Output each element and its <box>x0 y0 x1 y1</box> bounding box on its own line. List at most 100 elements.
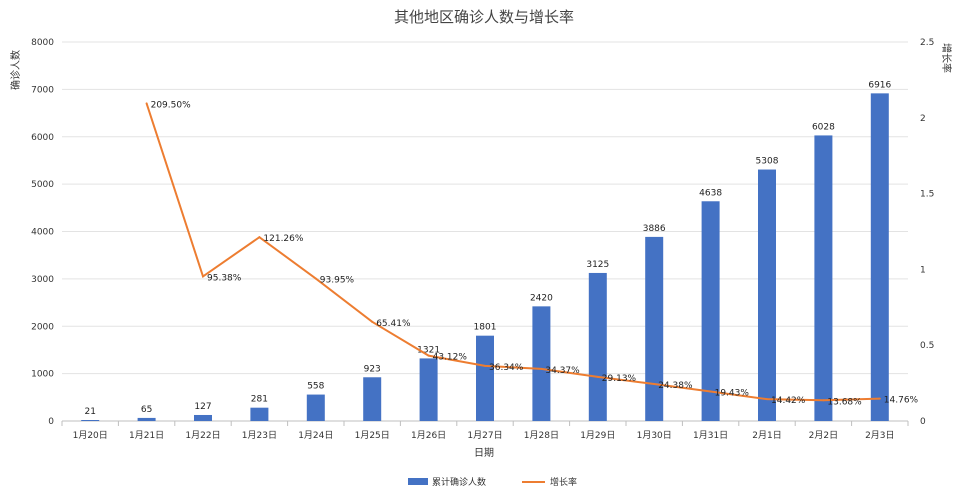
line-point <box>822 399 825 402</box>
y2-tick-label: 0 <box>920 417 926 427</box>
bar <box>532 306 551 421</box>
line-data-label: 121.26% <box>263 234 303 244</box>
bar <box>701 201 720 421</box>
bar <box>419 358 438 421</box>
x-tick-label: 1月29日 <box>580 430 615 441</box>
bar <box>250 407 269 421</box>
line-data-label: 29.13% <box>602 374 637 384</box>
bar-data-label: 6916 <box>868 80 891 90</box>
line-data-label: 34.37% <box>545 366 580 376</box>
line-point <box>202 275 204 278</box>
bar-data-label: 3125 <box>586 260 609 270</box>
bar <box>870 93 889 422</box>
line-point <box>540 367 543 370</box>
y-tick-label: 3000 <box>31 275 54 285</box>
x-tick-label: 1月25日 <box>355 430 390 441</box>
y2-axis-label: 增长率 <box>940 43 953 73</box>
bar-data-label: 281 <box>251 395 268 405</box>
y-tick-label: 5000 <box>31 180 54 190</box>
bar-data-label: 21 <box>84 407 95 417</box>
y2-tick-label: 2.5 <box>920 38 934 48</box>
x-tick-label: 1月23日 <box>242 430 277 441</box>
line-data-label: 36.34% <box>489 363 524 373</box>
line-data-label: 14.42% <box>771 396 806 406</box>
x-tick-label: 1月28日 <box>524 430 559 441</box>
line-data-label: 19.43% <box>715 389 750 399</box>
bar <box>476 335 494 421</box>
line-point <box>878 397 881 400</box>
y2-tick-label: 2 <box>920 114 926 124</box>
bar-data-label: 6028 <box>812 122 835 132</box>
x-tick-label: 2月3日 <box>865 430 894 441</box>
bar <box>645 236 664 421</box>
bar-data-label: 4638 <box>699 188 722 198</box>
y2-tick-label: 1 <box>920 265 926 275</box>
legend-swatch-bar <box>408 478 428 485</box>
line-point <box>258 236 261 239</box>
line-point <box>145 102 148 105</box>
line-point <box>427 354 430 357</box>
bar-series: 21 65 127 281 558 923 1321 1801 2420 3125 3886 4638… <box>81 80 892 422</box>
legend-label-bar: 累计确诊人数 <box>432 476 486 488</box>
line-point <box>653 383 656 386</box>
bar <box>194 414 212 421</box>
bar-data-label: 1801 <box>474 323 497 333</box>
bar-data-label: 65 <box>141 405 152 415</box>
growth-line <box>145 103 880 402</box>
bar-data-label: 3886 <box>643 224 666 234</box>
x-tick-label: 1月20日 <box>73 430 108 441</box>
gridlines <box>62 41 908 422</box>
x-tick-label: 2月2日 <box>809 430 838 441</box>
line-data-label: 14.76% <box>884 396 919 406</box>
y-tick-label: 6000 <box>31 133 54 143</box>
y-tick-label: 0 <box>48 417 54 427</box>
y2-tick-label: 0.5 <box>920 341 934 351</box>
x-tick-label: 1月27日 <box>467 430 502 441</box>
line-data-label: 13.68% <box>827 397 862 407</box>
line-point <box>314 277 317 280</box>
line-series: 209.50% 95.38% 121.26% 93.95% 65.41% 43.12% 36… <box>145 100 919 407</box>
y2-tick-label: 1.5 <box>920 190 934 200</box>
axes: 0 1000 2000 3000 4000 5000 6000 7000 8000 0 0.5 1 1.… <box>31 38 934 441</box>
line-point <box>596 375 599 378</box>
line-point <box>766 398 768 401</box>
bar <box>306 394 325 421</box>
bar <box>758 169 776 421</box>
line-data-label: 209.50% <box>151 100 191 110</box>
bar-data-label: 923 <box>364 364 381 374</box>
y-tick-label: 8000 <box>31 38 54 48</box>
y-axis-label: 确诊人数 <box>9 50 22 90</box>
x-tick-label: 1月24日 <box>298 430 333 441</box>
bar <box>363 377 382 421</box>
line-point <box>371 320 374 323</box>
y-tick-label: 4000 <box>31 228 54 238</box>
chart-title: 其他地区确诊人数与增长率 <box>394 8 574 26</box>
line-point <box>484 364 486 367</box>
bar <box>137 417 156 421</box>
bar <box>81 420 100 421</box>
bar-data-label: 2420 <box>530 293 553 303</box>
bar-data-label: 127 <box>194 402 211 412</box>
x-tick-label: 1月31日 <box>693 430 728 441</box>
bar <box>814 135 833 421</box>
line-data-label: 65.41% <box>376 319 411 329</box>
line-data-label: 43.12% <box>433 353 468 363</box>
x-tick-label: 1月22日 <box>185 430 220 441</box>
bar-data-label: 558 <box>307 382 324 392</box>
legend: 累计确诊人数 增长率 <box>408 476 577 488</box>
x-tick-label: 1月21日 <box>129 430 164 441</box>
line-data-label: 95.38% <box>207 273 242 283</box>
line-data-label: 93.95% <box>320 276 355 286</box>
x-axis-label: 日期 <box>474 447 494 459</box>
y-tick-label: 1000 <box>31 370 54 380</box>
legend-label-line: 增长率 <box>550 476 577 488</box>
line-point <box>709 390 712 393</box>
y-tick-label: 7000 <box>31 85 54 95</box>
y-tick-label: 2000 <box>31 322 54 332</box>
line-data-label: 24.38% <box>658 381 693 391</box>
x-tick-label: 1月26日 <box>411 430 446 441</box>
bar-data-label: 1321 <box>417 345 440 355</box>
x-tick-label: 2月1日 <box>752 430 781 441</box>
bar-data-label: 5308 <box>756 157 779 167</box>
